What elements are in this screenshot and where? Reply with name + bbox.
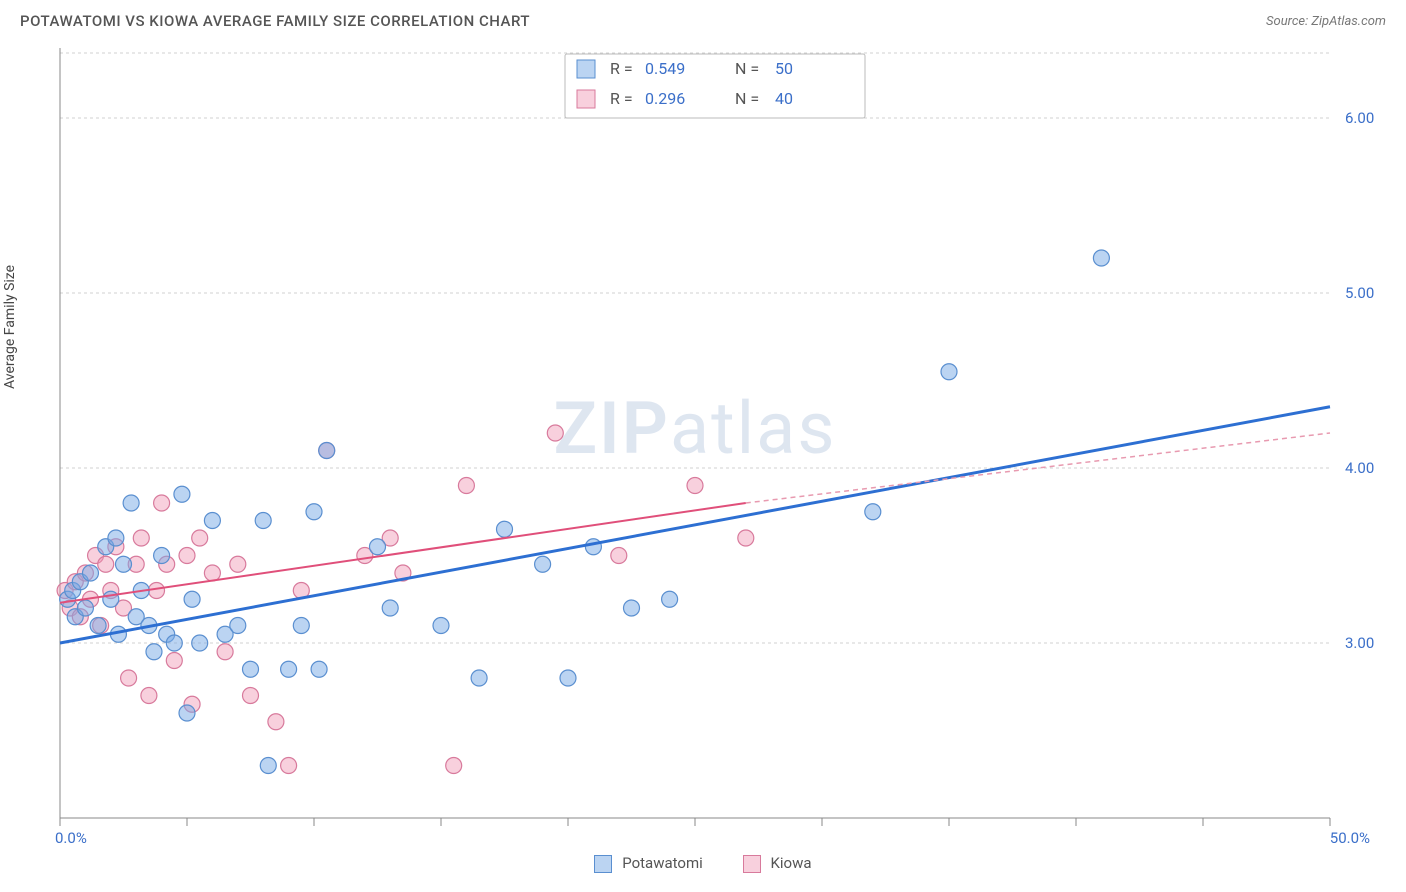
svg-text:R =: R =: [610, 89, 633, 108]
chart-header: POTAWATOMI VS KIOWA AVERAGE FAMILY SIZE …: [0, 0, 1406, 38]
svg-text:50: 50: [775, 59, 793, 78]
legend-swatch-pink: [743, 855, 761, 873]
svg-text:ZIPatlas: ZIPatlas: [553, 386, 836, 471]
legend-label-kiowa: Kiowa: [770, 854, 811, 872]
svg-text:4.00: 4.00: [1345, 459, 1374, 477]
svg-text:0.549: 0.549: [645, 59, 685, 78]
chart-title: POTAWATOMI VS KIOWA AVERAGE FAMILY SIZE …: [20, 12, 530, 30]
svg-text:0.296: 0.296: [645, 89, 685, 108]
svg-text:6.00: 6.00: [1345, 109, 1374, 127]
legend-item-kiowa: Kiowa: [743, 854, 812, 873]
bottom-legend: Potawatomi Kiowa: [0, 854, 1406, 873]
y-axis-label: Average Family Size: [2, 265, 18, 389]
svg-text:0.0%: 0.0%: [55, 829, 87, 847]
svg-text:40: 40: [775, 89, 793, 108]
svg-text:50.0%: 50.0%: [1330, 829, 1370, 847]
svg-text:R =: R =: [610, 59, 633, 78]
legend-label-potawatomi: Potawatomi: [622, 854, 703, 872]
chart-container: Average Family Size 3.004.005.006.000.0%…: [20, 38, 1386, 848]
chart-source: Source: ZipAtlas.com: [1266, 14, 1386, 29]
svg-text:5.00: 5.00: [1345, 284, 1374, 302]
legend-swatch-blue: [594, 855, 612, 873]
svg-text:3.00: 3.00: [1345, 634, 1374, 652]
scatter-plot: 3.00 4.00 5.00 6.00 0.0% 50.0% ZIPatlas R = 0.54…: [20, 38, 1386, 848]
svg-text:N =: N =: [735, 89, 759, 108]
legend-item-potawatomi: Potawatomi: [594, 854, 702, 873]
svg-text:N =: N =: [735, 59, 759, 78]
